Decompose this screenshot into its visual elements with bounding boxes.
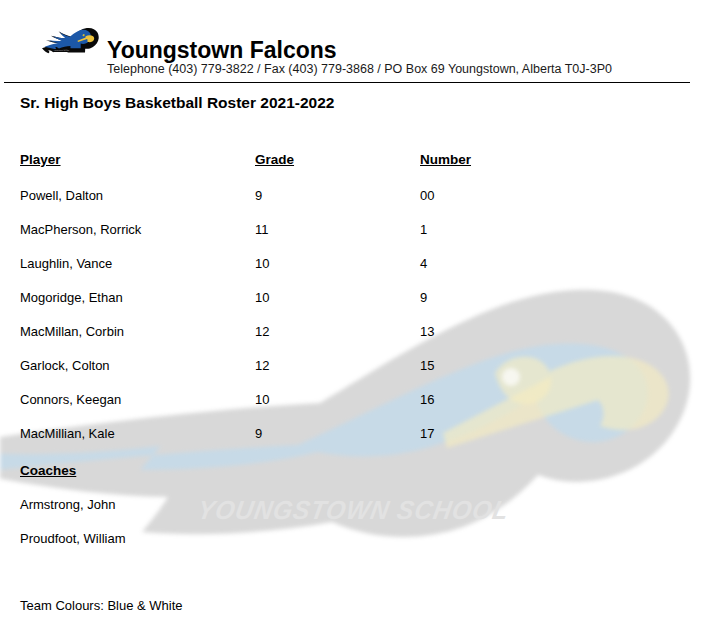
svg-text:YOUNGSTOWN SCHOOL: YOUNGSTOWN SCHOOL [54, 50, 70, 51]
